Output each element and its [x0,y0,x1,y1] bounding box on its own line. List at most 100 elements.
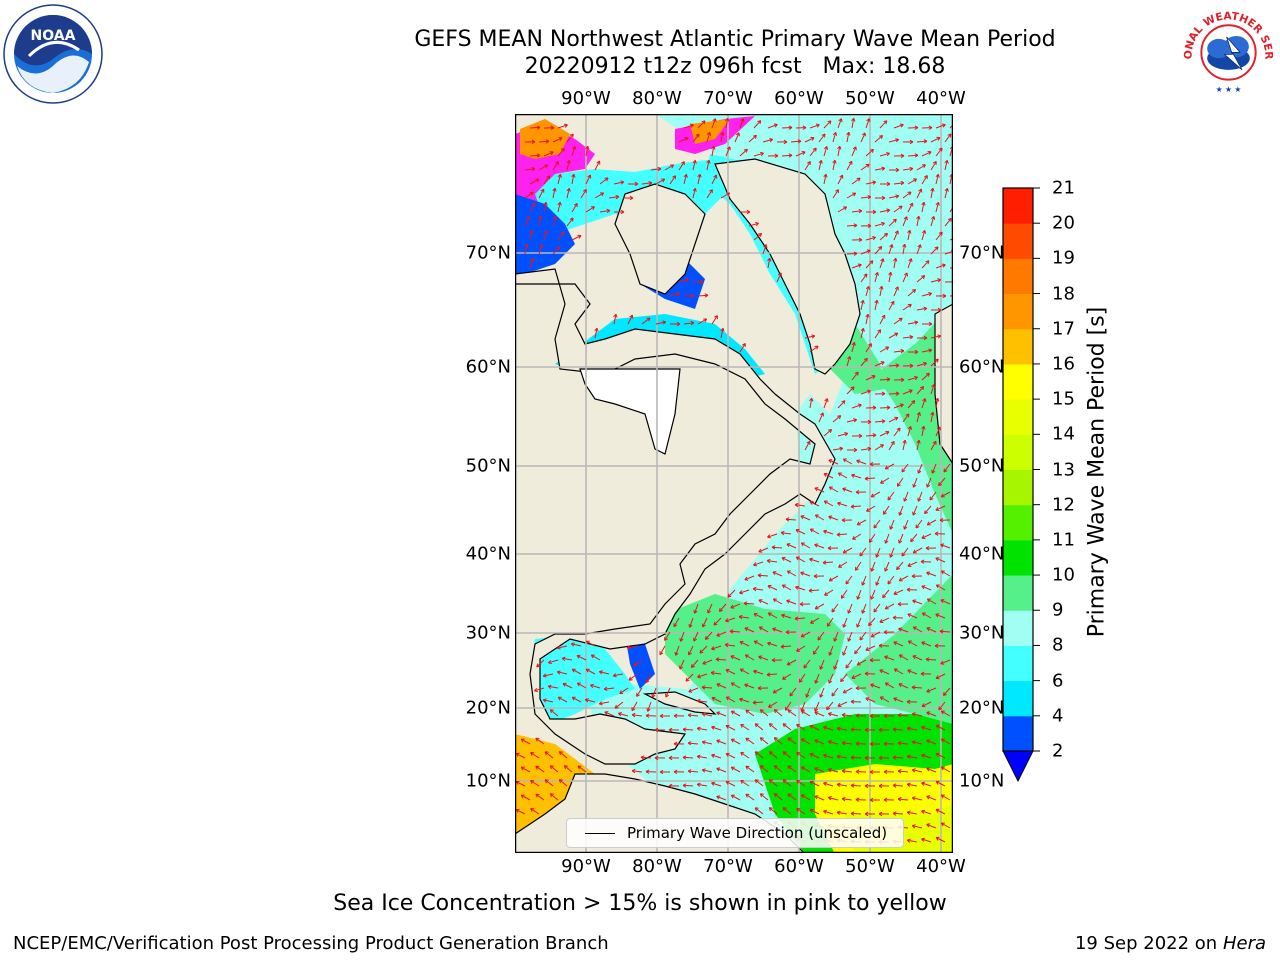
wave-arrow-head [828,796,832,798]
wave-arrow-head [836,782,841,785]
wave-arrow-head [833,666,838,670]
wave-arrow [935,837,946,843]
colorbar-tick-label: 20 [1052,212,1075,234]
wave-arrow-head [617,713,622,717]
wave-arrow [753,588,764,591]
wave-arrow-head [890,272,893,276]
wave-arrow-head [926,484,931,488]
wave-arrow [814,487,825,493]
wave-arrow-head [907,640,911,645]
wave-arrow [711,118,716,129]
wave-arrow-head [860,299,864,304]
wave-arrow-head [921,726,925,730]
wave-arrow [759,709,769,717]
wave-arrow-head [883,771,888,775]
wave-arrow-head [559,137,563,141]
wave-arrow-head [713,621,716,626]
wave-arrow-head [871,568,875,572]
wave-arrow-head [900,350,905,354]
wave-arrow-head [889,525,891,530]
wave-arrow-head [744,627,748,632]
wave-arrow-head [722,328,725,332]
wave-arrow-head [572,134,574,138]
wave-arrow-head [920,386,924,389]
wave-arrow [879,209,890,213]
wave-arrow [921,260,930,269]
lat-tick-right: 70°N [959,242,1005,264]
wave-arrow [874,222,885,227]
wave-arrow-head [883,741,888,745]
wave-arrow-head [894,286,899,290]
wave-arrow [935,231,943,241]
wave-arrow-head [647,708,651,712]
wave-arrow-head [515,781,519,785]
wave-arrow [787,737,797,745]
wave-arrow-head [800,710,804,715]
wave-arrow [664,164,674,171]
wave-arrow-head [530,780,533,784]
wave-arrow-head [848,160,853,164]
wave-arrow-head [520,738,524,743]
wave-arrow-head [840,680,845,683]
wave-arrow-head [904,272,908,276]
wave-arrow-head [613,313,617,318]
wave-arrow-head [937,307,942,311]
wave-arrow [912,769,923,773]
colorbar-tick-label: 10 [1052,564,1075,586]
wave-arrow-head [680,638,684,642]
wave-arrow-head [654,757,659,761]
wave-arrow-head [759,120,762,125]
wave-arrow [921,782,932,787]
wave-arrow-head [932,160,937,164]
wave-arrow-head [536,125,541,128]
wave-arrow [824,500,834,507]
wave-arrow-head [773,709,776,714]
wave-arrow-head [921,753,926,756]
wave-arrow-head [897,769,902,772]
wave-arrow [851,118,855,129]
wave-arrow-head [878,729,883,733]
wave-arrow [795,151,806,157]
wave-arrow [549,793,559,801]
wave-arrow [935,781,946,787]
wave-arrow-head [934,533,939,536]
wave-arrow [944,133,952,143]
wave-arrow-head [809,809,813,813]
wave-arrow [753,613,764,619]
wave-arrow [571,668,582,675]
wave-arrow-head [890,440,895,444]
wave-arrow-head [832,132,837,136]
wave-arrow-head [933,384,936,389]
wave-arrow-head [854,652,859,655]
wave-arrow [809,753,820,759]
svg-text:★ ★ ★: ★ ★ ★ [1216,85,1242,94]
wave-arrow-head [902,439,906,444]
wave-arrow-head [545,139,550,142]
wave-arrow [641,182,652,185]
wave-arrow-head [769,138,773,140]
wave-arrow-head [906,755,911,759]
wave-arrow [944,217,952,227]
wave-arrow [893,230,899,241]
wave-arrow [599,177,609,185]
lon-tick-top: 50°W [845,88,895,109]
wave-arrow-head [834,160,837,164]
wave-arrow-head [848,132,851,136]
wave-arrow [926,739,937,745]
wave-arrow-head [943,470,948,473]
wave-arrow-head [828,516,832,520]
wave-arrow-head [940,822,944,827]
wave-arrow-head [549,709,552,714]
wave-arrow [907,202,914,213]
wave-arrow [694,603,699,614]
wave-arrow-head [892,218,897,221]
wave-arrow-head [796,752,799,756]
wave-arrow-head [892,727,897,730]
colorbar-tick-label: 4 [1052,705,1064,727]
wave-arrow-head [898,683,902,688]
wave-arrow-head [903,216,908,220]
wave-arrow-head [847,610,852,614]
wave-arrow-head [604,711,608,716]
wave-arrow-head [883,797,888,801]
wave-arrow [823,146,828,157]
